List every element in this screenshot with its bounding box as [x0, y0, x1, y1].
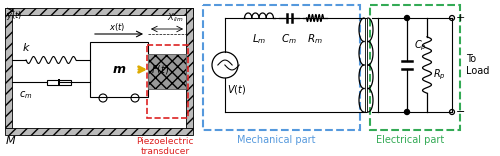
- Bar: [148, 54, 186, 89]
- Text: $y(t)$: $y(t)$: [6, 9, 22, 22]
- Text: $X_{lim}$: $X_{lim}$: [168, 12, 184, 24]
- Bar: [5, 8, 193, 15]
- Text: m: m: [112, 63, 126, 76]
- Text: $L_m$: $L_m$: [252, 32, 266, 46]
- Text: Mechanical part: Mechanical part: [238, 135, 316, 145]
- Bar: [370, 5, 460, 130]
- Text: M: M: [6, 136, 16, 146]
- Text: $V(t)$: $V(t)$: [227, 83, 246, 96]
- Text: k: k: [23, 43, 29, 53]
- Text: −: −: [456, 107, 466, 117]
- Text: $x(t)$: $x(t)$: [109, 21, 125, 33]
- Text: $R_m$: $R_m$: [307, 32, 323, 46]
- Text: +: +: [456, 13, 466, 23]
- Text: To
Load: To Load: [466, 54, 489, 76]
- Text: Electrical part: Electrical part: [376, 135, 444, 145]
- Circle shape: [404, 110, 409, 115]
- Text: Piezoelectric
transducer: Piezoelectric transducer: [136, 137, 194, 156]
- Text: $F(t)$: $F(t)$: [151, 63, 169, 76]
- Bar: [203, 5, 360, 130]
- Text: $R_p$: $R_p$: [433, 67, 446, 82]
- Bar: [47, 80, 70, 85]
- Bar: [186, 8, 193, 128]
- Bar: [5, 128, 193, 135]
- Bar: [148, 54, 186, 89]
- Bar: [5, 8, 12, 128]
- Bar: [147, 45, 188, 118]
- Text: $c_m$: $c_m$: [20, 89, 32, 101]
- Text: $C_m$: $C_m$: [281, 32, 297, 46]
- Bar: [90, 42, 148, 97]
- Text: $C_p$: $C_p$: [414, 39, 427, 53]
- Circle shape: [404, 15, 409, 20]
